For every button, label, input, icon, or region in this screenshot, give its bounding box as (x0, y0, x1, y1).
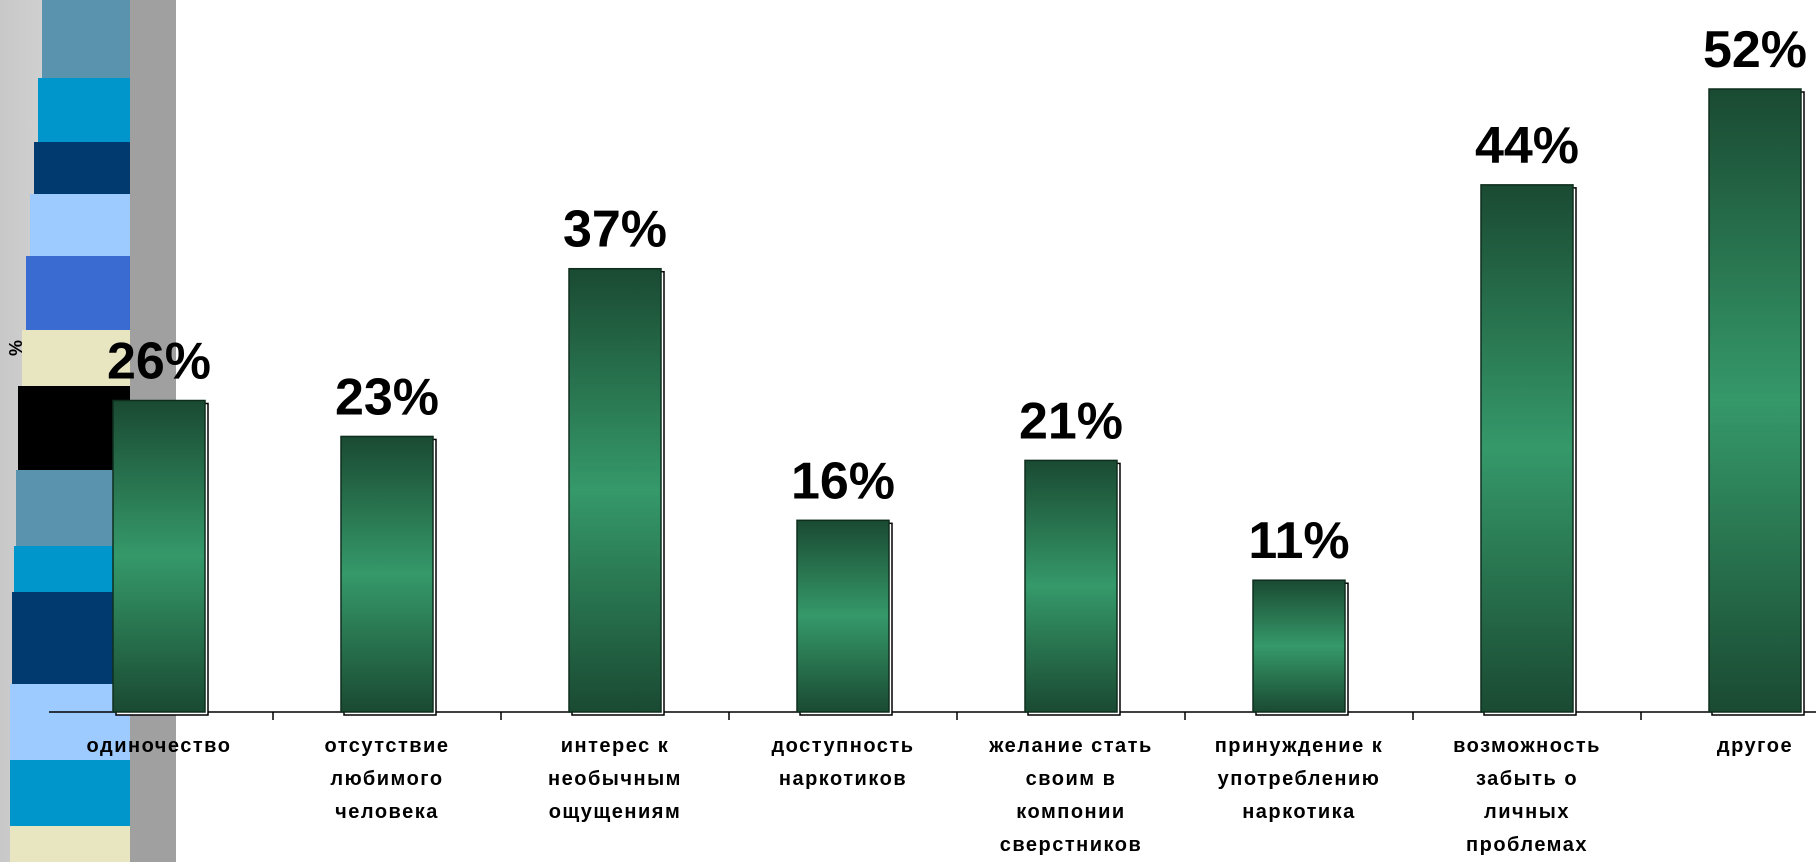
value-label: 11% (1248, 512, 1349, 570)
value-label: 21% (1019, 392, 1123, 450)
bar (568, 267, 662, 713)
bar (796, 519, 890, 713)
value-label: 16% (791, 452, 895, 510)
decorative-strip (0, 0, 176, 862)
x-tick-label: доступность наркотиков (771, 735, 915, 790)
value-label: 26% (107, 333, 211, 391)
bar (1024, 459, 1118, 713)
x-tick-label: желание стать своим в компонии сверстник… (989, 735, 1153, 856)
x-tick-label: возможность забыть о личных проблемах (1453, 735, 1601, 856)
bar (1480, 184, 1574, 713)
y-axis-label: % (6, 340, 26, 356)
bar (340, 435, 434, 713)
bar (1252, 579, 1346, 713)
value-label: 37% (563, 201, 667, 259)
bar (1708, 88, 1802, 713)
x-tick-label: другое (1716, 735, 1794, 757)
x-tick-label: отсутствие любимого человека (324, 735, 450, 823)
x-tick-label: интерес к необычным ощущениям (548, 735, 682, 823)
value-label: 23% (335, 368, 439, 426)
bar (112, 399, 206, 713)
value-label: 52% (1703, 21, 1807, 79)
x-tick-label: одиночество (86, 735, 232, 757)
value-label: 44% (1475, 117, 1579, 175)
x-tick-label: принуждение к употреблению наркотика (1214, 735, 1384, 823)
